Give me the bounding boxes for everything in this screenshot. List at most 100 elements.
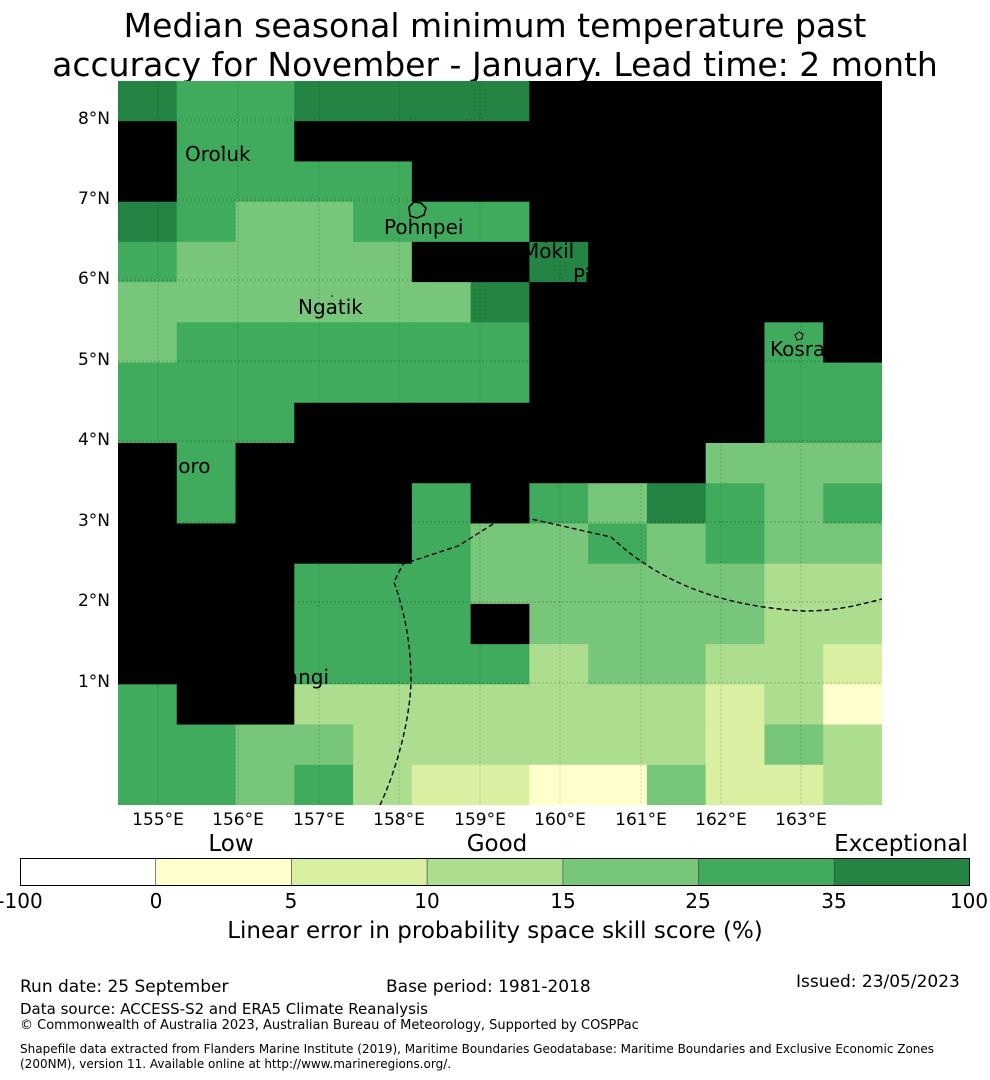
- grid-cell: [118, 81, 178, 122]
- grid-cell: [118, 724, 178, 766]
- grid-cell: [235, 603, 295, 645]
- grid-cell: [764, 201, 824, 243]
- grid-cell: [353, 764, 413, 805]
- grid-cell: [823, 724, 882, 766]
- grid-cell: [529, 322, 589, 364]
- lon-label-163e: 163°E: [775, 810, 827, 830]
- grid-cell: [823, 241, 882, 283]
- grid-cell: [176, 443, 237, 484]
- grid-cell: [529, 443, 589, 484]
- grid-cell: [823, 483, 882, 525]
- grid-cell: [411, 603, 472, 645]
- pohnpei-island-outline: [408, 201, 427, 219]
- grid-cell: [823, 121, 882, 163]
- grid-cell: [470, 81, 530, 122]
- lon-label-156e: 156°E: [212, 810, 264, 830]
- grid-cell: [353, 161, 413, 203]
- grid-cell: [118, 322, 178, 364]
- grid-cell: [411, 362, 472, 404]
- grid-cell: [470, 684, 530, 726]
- grid-cell: [411, 684, 472, 726]
- grid-cell: [646, 764, 707, 805]
- grid-cell: [294, 443, 354, 484]
- grid-cell: [235, 764, 295, 805]
- grid-cell: [118, 523, 178, 565]
- grid-cell: [470, 282, 530, 323]
- ngatik-dot: [331, 295, 333, 297]
- grid-cell: [646, 402, 707, 444]
- grid-cell: [764, 443, 824, 484]
- grid-cell: [823, 362, 882, 404]
- grid-cell: [235, 282, 295, 323]
- grid-cell: [823, 684, 882, 726]
- grid-cell: [588, 362, 648, 404]
- grid-cell: [470, 523, 530, 565]
- grid-cell: [176, 764, 237, 805]
- grid-cell: [176, 483, 237, 525]
- grid-cell: [411, 724, 472, 766]
- grid-cell: [470, 724, 530, 766]
- grid-cell: [235, 684, 295, 726]
- grid-cell: [353, 523, 413, 565]
- grid-cell: [294, 201, 354, 243]
- colorbar-title: Linear error in probability space skill …: [227, 918, 763, 944]
- colorbar-segment: [291, 857, 428, 887]
- place-label-pingelap: Pingelap: [573, 264, 659, 288]
- grid-cell: [411, 201, 472, 243]
- grid-cell: [470, 322, 530, 364]
- grid-cell: [529, 724, 589, 766]
- grid-cell: [529, 684, 589, 726]
- data-source: Data source: ACCESS-S2 and ERA5 Climate …: [20, 1000, 428, 1018]
- grid-cell: [118, 362, 178, 404]
- grid-cell: [646, 201, 707, 243]
- base-period: Base period: 1981-2018: [386, 977, 591, 997]
- grid-cell: [588, 644, 648, 685]
- grid-cell: [823, 161, 882, 203]
- grid-cell: [646, 443, 707, 484]
- grid-cell: [411, 241, 472, 283]
- title-line-2: accuracy for November - January. Lead ti…: [52, 45, 938, 84]
- grid-cell: [118, 402, 178, 444]
- grid-cell: [353, 81, 413, 122]
- place-label-kapingamarangi: Kapingamarangi: [165, 665, 330, 689]
- grid-cell: [411, 483, 472, 525]
- map-title: Median seasonal minimum temperature past…: [0, 6, 990, 84]
- grid-cell: [235, 161, 295, 203]
- grid-cell: [646, 322, 707, 364]
- grid-cell: [470, 603, 530, 645]
- oroluk-dot: [221, 146, 223, 148]
- grid-cell: [353, 644, 413, 685]
- grid-cell: [176, 322, 237, 364]
- grid-cell: [176, 603, 237, 645]
- grid-cell: [823, 402, 882, 444]
- grid-cell: [353, 282, 413, 323]
- grid-cell: [764, 121, 824, 163]
- grid-cell: [235, 724, 295, 766]
- grid-cell: [118, 603, 178, 645]
- grid-cell: [294, 684, 354, 726]
- grid-cell: [529, 201, 589, 243]
- grid-cell: [294, 724, 354, 766]
- grid-cell: [705, 644, 766, 685]
- grid-cell: [764, 684, 824, 726]
- eez-boundary-south: [379, 513, 882, 805]
- grid-cell: [588, 764, 648, 805]
- grid-cell: [353, 322, 413, 364]
- grid-cell: [411, 523, 472, 565]
- grid-cell: [353, 483, 413, 525]
- grid-cell: [588, 402, 648, 444]
- grid-cell: [118, 764, 178, 805]
- grid-cell: [823, 443, 882, 484]
- colorbar-segment: [19, 857, 157, 887]
- pingelap-dot: [615, 264, 617, 266]
- grid-cell: [411, 161, 472, 203]
- grid-cell: [764, 523, 824, 565]
- grid-cell: [353, 724, 413, 766]
- lat-label-2n: 2°N: [77, 591, 110, 611]
- lon-label-158e: 158°E: [373, 810, 425, 830]
- grid-cell: [588, 563, 648, 605]
- grid-cell: [764, 402, 824, 444]
- grid-cell: [470, 362, 530, 404]
- grid-cell: [764, 724, 824, 766]
- lon-label-161e: 161°E: [615, 810, 667, 830]
